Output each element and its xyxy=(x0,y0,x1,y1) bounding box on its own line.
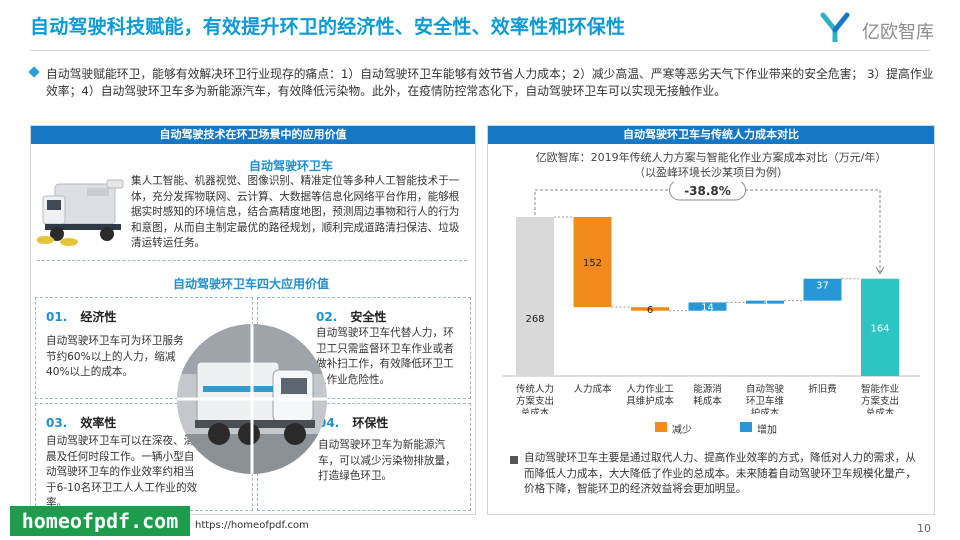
right-panel-header: 自动驾驶环卫车与传统人力成本对比 xyxy=(488,126,934,144)
chart-title-line2: （以盈峰环境长沙某项目为例） xyxy=(634,166,788,179)
waterfall-bar-7 xyxy=(861,278,899,376)
value-text: 自动驾驶环卫车可为环卫服务节约60%以上的人力，缩减40%以上的成本。 xyxy=(46,335,184,378)
value-text: 自动驾驶环卫车代替人力，环卫工只需监督环卫车作业或者做补扫工作，有效降低环卫工人… xyxy=(316,327,454,386)
bar-value-label: 14 xyxy=(701,303,714,314)
value-number: 03. xyxy=(46,416,68,430)
values-title: 自动驾驶环卫车四大应用价值 xyxy=(172,277,329,291)
category-label: 总成本 xyxy=(866,407,895,414)
section-divider xyxy=(37,260,467,261)
value-number: 01. xyxy=(46,310,68,324)
legend-increase-swatch xyxy=(740,422,752,432)
intro-text: 自动驾驶赋能环卫，能够有效解决环卫行业现存的痛点：1）自动驾驶环卫车能够有效节省… xyxy=(46,67,934,98)
category-label: 总成本 xyxy=(521,407,550,414)
legend-decrease-swatch xyxy=(655,422,667,432)
page-title: 自动驾驶科技赋能，有效提升环卫的经济性、安全性、效率性和环保性 xyxy=(30,16,626,38)
chart-title-line1: 亿欧智库：2019年传统人力方案与智能化作业方案成本对比（万元/年） xyxy=(535,151,887,164)
sweeper-vehicle-illustration xyxy=(36,178,137,248)
value-name: 环保性 xyxy=(352,416,389,430)
bar-value-label: 37 xyxy=(816,281,829,292)
brand-logo: 亿欧智库 xyxy=(820,12,940,46)
value-text: 自动驾驶环卫车可以在深夜、清晨及任何时段工作。一辆小型自动驾驶环卫车的作业效率约… xyxy=(46,435,198,509)
value-number: 02. xyxy=(316,310,338,324)
logo-icon xyxy=(820,12,850,44)
category-label: 自动驾驶 xyxy=(746,383,785,395)
category-label: 环卫车维 xyxy=(746,395,785,407)
legend-decrease-label: 减少 xyxy=(672,425,692,436)
page-number: 10 xyxy=(917,522,931,535)
category-label: 方案支出 xyxy=(516,395,554,407)
garbage-truck-photo xyxy=(177,324,327,474)
left-panel: 自动驾驶技术在环卫场景中的应用价值 自动驾驶环卫车 集人工智能、机器视觉、图像识… xyxy=(30,125,476,515)
diamond-bullet-icon xyxy=(28,66,40,78)
reduction-percent-label: -38.8% xyxy=(684,184,731,198)
category-label: 传统人力 xyxy=(516,383,554,395)
legend-increase-label: 增加 xyxy=(757,425,777,436)
category-label: 人力成本 xyxy=(573,383,612,395)
value-name: 效率性 xyxy=(80,416,117,430)
chart-title: 亿欧智库：2019年传统人力方案与智能化作业方案成本对比（万元/年） （以盈峰环… xyxy=(488,150,934,180)
category-label: 护成本 xyxy=(751,407,780,414)
reduction-badge xyxy=(669,182,746,201)
header-divider xyxy=(30,50,930,51)
category-label: 耗成本 xyxy=(693,395,722,407)
vehicle-title: 自动驾驶环卫车 xyxy=(248,159,333,173)
waterfall-bar-2 xyxy=(573,217,612,308)
logo-text: 亿欧智库 xyxy=(862,22,934,43)
bar-value-label: 164 xyxy=(870,323,889,334)
bar-value-label: 268 xyxy=(525,314,544,325)
bar-value-label: 6 xyxy=(647,305,653,316)
waterfall-bar-4 xyxy=(688,302,727,311)
waterfall-bar-5 xyxy=(746,300,784,304)
vehicle-description: 集人工智能、机器视觉、图像识别、精准定位等多种人工智能技术于一体，充分发挥物联网… xyxy=(131,175,460,249)
category-label: 人力作业工 xyxy=(626,383,674,395)
value-name: 经济性 xyxy=(80,310,117,324)
value-box-efficiency: 03. 效率性 自动驾驶环卫车可以在深夜、清晨及任何时段工作。一辆小型自动驾驶环… xyxy=(35,403,253,511)
category-label: 方案支出 xyxy=(861,395,899,407)
square-bullet-icon xyxy=(510,456,518,464)
footer-url[interactable]: https://homeofpdf.com xyxy=(195,520,309,531)
waterfall-bar-3 xyxy=(631,307,669,311)
value-text: 自动驾驶环卫车为新能源汽车，可以减少污染物排放量，打造绿色环卫。 xyxy=(318,439,456,482)
arrow-down-icon xyxy=(875,266,885,275)
bar-value-label: 152 xyxy=(583,258,602,269)
category-label: 具维护成本 xyxy=(626,395,674,407)
cost-waterfall-chart: 268传统人力方案支出总成本152人力成本6人力作业工具维护成本14能源消耗成本… xyxy=(502,182,920,414)
chart-note: 自动驾驶环卫车主要是通过取代人力、提高作业效率的方式，降低对人力的需求，从而降低… xyxy=(524,452,916,495)
left-panel-header: 自动驾驶技术在环卫场景中的应用价值 xyxy=(31,126,475,144)
right-panel: 自动驾驶环卫车与传统人力成本对比 亿欧智库：2019年传统人力方案与智能化作业方… xyxy=(487,125,935,515)
category-label: 智能作业 xyxy=(861,383,899,395)
bar-value-label: 3 xyxy=(762,298,768,309)
waterfall-bar-6 xyxy=(803,278,842,301)
intro-paragraph: 自动驾驶赋能环卫，能够有效解决环卫行业现存的痛点：1）自动驾驶环卫车能够有效节省… xyxy=(28,66,940,100)
value-name: 安全性 xyxy=(350,310,387,324)
category-label: 折旧费 xyxy=(808,383,837,395)
waterfall-bar-1 xyxy=(516,217,554,376)
watermark-logo: homeofpdf.com xyxy=(10,506,190,536)
value-box-safety: 02. 安全性 自动驾驶环卫车代替人力，环卫工只需监督环卫车作业或者做补扫工作，… xyxy=(257,297,471,399)
category-label: 能源消 xyxy=(693,383,722,395)
